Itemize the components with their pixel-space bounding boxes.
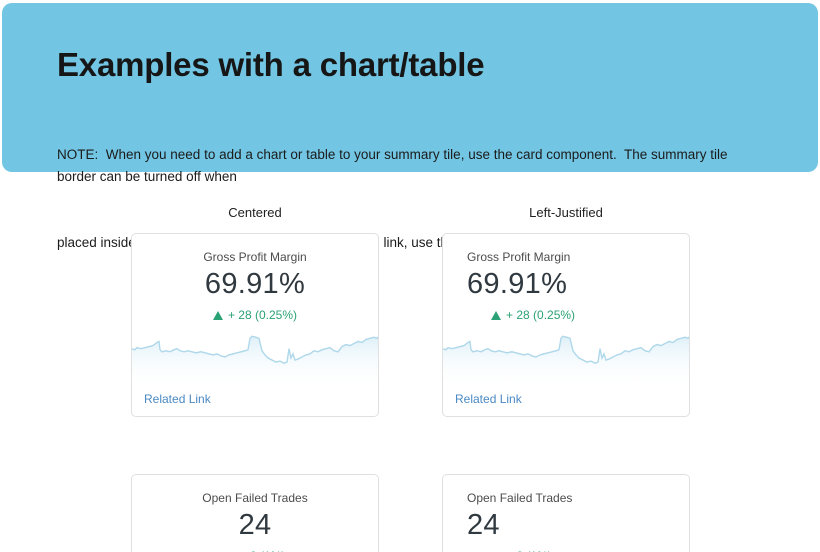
metric-delta: + 28 (0.25%): [467, 308, 689, 322]
tile-row-gross-profit: Centered Gross Profit Margin 69.91% + 28…: [131, 205, 820, 417]
sparkline-area: [132, 336, 378, 388]
summary-tile: Open Failed Trades 24 + 2 (1%): [443, 475, 689, 552]
trend-up-icon: [212, 310, 223, 320]
summary-card-centered: Open Failed Trades 24 + 2 (1%): [131, 474, 379, 552]
related-link[interactable]: Related Link: [455, 392, 522, 406]
column-label-left-justified: Left-Justified: [529, 205, 603, 220]
delta-text: + 28 (0.25%): [506, 308, 576, 322]
sparkline-area: [443, 336, 689, 388]
sparkline-chart: [132, 335, 378, 388]
summary-card-centered: Gross Profit Margin 69.91% + 28 (0.25%) …: [131, 233, 379, 417]
column-centered: Centered Gross Profit Margin 69.91% + 28…: [131, 205, 379, 417]
metric-label: Open Failed Trades: [467, 491, 573, 505]
metric-label: Gross Profit Margin: [467, 250, 571, 264]
summary-card-left-justified: Open Failed Trades 24 + 2 (1%): [442, 474, 690, 552]
sparkline-line: [132, 335, 378, 364]
column-left-justified: Open Failed Trades 24 + 2 (1%): [442, 474, 690, 552]
summary-tile: Gross Profit Margin 69.91% + 28 (0.25%): [443, 234, 689, 322]
page-header: Examples with a chart/table NOTE: When y…: [2, 3, 818, 250]
summary-tile: Gross Profit Margin 69.91% + 28 (0.25%): [132, 234, 378, 322]
related-link[interactable]: Related Link: [144, 392, 211, 406]
metric-value: 69.91%: [204, 268, 306, 300]
metric-value: 24: [238, 509, 272, 541]
trend-up-icon: [491, 310, 501, 320]
summary-card-left-justified: Gross Profit Margin 69.91% + 28 (0.25%) …: [442, 233, 690, 417]
column-left-justified: Left-Justified Gross Profit Margin 69.91…: [442, 205, 690, 417]
note-line-1: NOTE: When you need to add a chart or ta…: [57, 147, 732, 184]
sparkline-chart: [443, 335, 689, 388]
metric-label: Gross Profit Margin: [203, 250, 307, 264]
tile-row-open-failed-trades: Open Failed Trades 24 + 2 (1%) Open Fail…: [131, 474, 820, 552]
summary-tile: Open Failed Trades 24 + 2 (1%): [132, 475, 378, 552]
column-label-centered: Centered: [228, 205, 282, 220]
metric-label: Open Failed Trades: [202, 491, 308, 505]
delta-text: + 28 (0.25%): [227, 308, 298, 322]
sparkline-line: [443, 335, 689, 364]
metric-value: 69.91%: [467, 268, 568, 300]
column-centered: Open Failed Trades 24 + 2 (1%): [131, 474, 379, 552]
metric-delta: + 28 (0.25%): [132, 308, 378, 322]
delta-text: + 2 (1%): [240, 549, 286, 552]
delta-text: + 2 (1%): [506, 549, 552, 552]
metric-value: 24: [467, 509, 500, 541]
page-title: Examples with a chart/table: [57, 46, 485, 83]
